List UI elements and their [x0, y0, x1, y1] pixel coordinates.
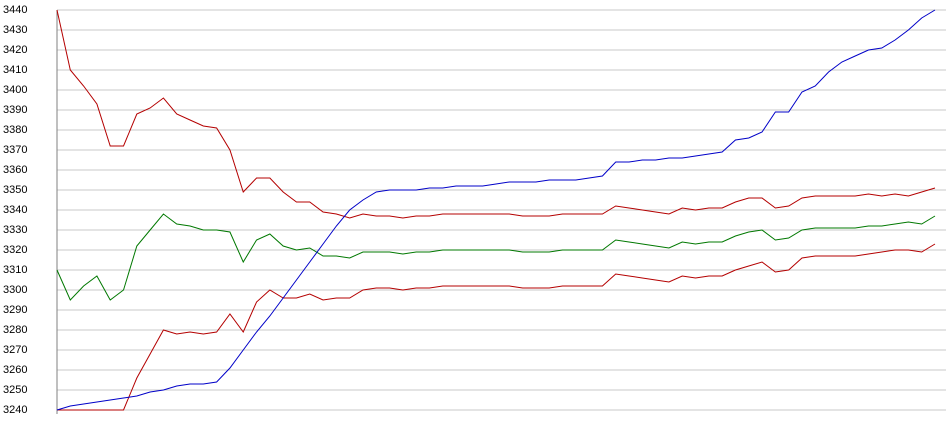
- series-line: [57, 243, 936, 411]
- y-tick-label: 3250: [3, 384, 27, 396]
- y-tick-label: 3320: [3, 244, 27, 256]
- y-tick-label: 3280: [3, 324, 27, 336]
- y-tick-label: 3370: [3, 144, 27, 156]
- y-tick-label: 3350: [3, 184, 27, 196]
- y-tick-label: 3400: [3, 84, 27, 96]
- y-tick-label: 3360: [3, 164, 27, 176]
- y-tick-label: 3240: [3, 404, 27, 416]
- y-tick-label: 3270: [3, 344, 27, 356]
- series-line: [56, 9, 936, 219]
- y-tick-label: 3380: [3, 124, 27, 136]
- y-tick-label: 3410: [3, 64, 27, 76]
- y-tick-label: 3300: [3, 284, 27, 296]
- y-tick-label: 3440: [3, 4, 27, 16]
- y-tick-label: 3420: [3, 44, 27, 56]
- y-tick-label: 3260: [3, 364, 27, 376]
- y-tick-label: 3390: [3, 104, 27, 116]
- y-tick-label: 3430: [3, 24, 27, 36]
- series-line: [56, 213, 936, 301]
- y-tick-label: 3340: [3, 204, 27, 216]
- y-tick-label: 3310: [3, 264, 27, 276]
- y-tick-label: 3330: [3, 224, 27, 236]
- y-tick-label: 3290: [3, 304, 27, 316]
- series-line: [56, 9, 936, 411]
